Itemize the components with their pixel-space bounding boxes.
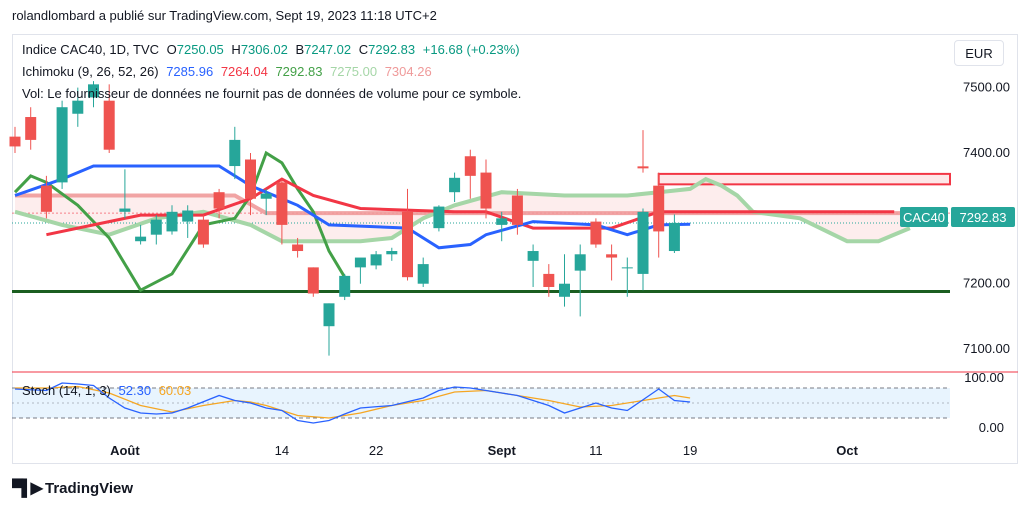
y-tick-label: 7500.00 <box>963 80 1010 95</box>
candle-body <box>245 159 256 199</box>
candle-body <box>260 193 272 199</box>
candle-body <box>590 221 602 245</box>
candle-body <box>496 218 508 225</box>
ichimoku-kijun-value: 7264.04 <box>220 64 268 79</box>
legend-symbol[interactable]: Indice CAC40, 1D, TVC <box>22 42 160 57</box>
stoch-tick-label: 100.00 <box>964 370 1004 385</box>
ichimoku-label[interactable]: Ichimoku (9, 26, 52, 26) <box>22 64 159 79</box>
legend-volume: Vol: Le fournisseur de données ne fourni… <box>22 86 522 101</box>
chart-frame[interactable] <box>12 34 1018 464</box>
candle-body <box>464 156 476 176</box>
candle-body <box>653 185 665 232</box>
candle-body <box>307 267 319 294</box>
x-tick-label: 14 <box>275 443 289 458</box>
candle-body <box>197 219 209 245</box>
stoch-k-line <box>14 382 691 424</box>
candle-body <box>574 254 586 271</box>
candle-body <box>370 254 382 266</box>
candle-body <box>150 219 162 235</box>
candle-body <box>40 185 52 212</box>
candle-body <box>339 275 351 297</box>
y-tick-label: 7200.00 <box>963 276 1010 291</box>
legend-low: 7247.02 <box>304 42 352 57</box>
candle-body <box>511 195 523 225</box>
x-tick-label: Août <box>110 443 140 458</box>
candle-body <box>433 206 445 229</box>
legend-ichimoku: Ichimoku (9, 26, 52, 26) 7285.96 7264.04… <box>22 64 436 79</box>
legend-c-label: C <box>358 42 369 57</box>
tradingview-logo-icon: ⁠▀▌▶ <box>12 480 43 497</box>
y-tick-label: 7100.00 <box>963 341 1010 356</box>
last-price-tag: 7292.83 <box>951 207 1015 227</box>
lagging-span-line <box>13 150 346 293</box>
legend-o-label: O <box>166 42 177 57</box>
candle-body <box>276 182 288 225</box>
symbol-price-tag: CAC40 <box>900 207 948 227</box>
stoch-d-value: 60.03 <box>158 383 192 398</box>
candle-body <box>386 251 398 255</box>
candle-body <box>621 267 633 269</box>
ichimoku-cloud <box>15 179 910 242</box>
candle-body <box>402 211 413 278</box>
y-tick-label: 7400.00 <box>963 145 1010 160</box>
tradingview-brand[interactable]: ⁠▀▌▶ TradingView <box>12 478 133 498</box>
x-tick-label: Sept <box>488 443 517 458</box>
currency-button[interactable]: EUR <box>954 40 1004 66</box>
candle-body <box>103 100 115 150</box>
candle-body <box>637 211 649 274</box>
x-tick-label: Oct <box>836 443 858 458</box>
candle-body <box>668 222 680 252</box>
candle-body <box>88 84 99 98</box>
legend-high: 7306.02 <box>240 42 288 57</box>
tenkan-line <box>14 164 691 250</box>
ichimoku-span-a-value: 7275.00 <box>330 64 378 79</box>
candle-body <box>543 273 555 287</box>
legend-b-label: B <box>295 42 305 57</box>
candle-body <box>606 254 618 258</box>
legend-h-label: H <box>231 42 241 57</box>
candle-body <box>166 211 178 232</box>
ichimoku-tenkan-value: 7285.96 <box>166 64 214 79</box>
stoch-tick-label: 0.00 <box>979 420 1004 435</box>
publish-caption: rolandlombard a publié sur TradingView.c… <box>12 8 437 23</box>
stoch-label[interactable]: Stoch (14, 1, 3) <box>22 383 111 398</box>
candle-body <box>135 236 147 242</box>
candle-body <box>480 172 492 209</box>
candle-body <box>213 192 225 209</box>
brand-name: TradingView <box>44 479 134 497</box>
ichimoku-span-b-value: 7304.26 <box>384 64 432 79</box>
candle-body <box>229 139 241 167</box>
candle-body <box>9 136 21 147</box>
candle-body <box>527 251 539 261</box>
stoch-k-value: 52.30 <box>118 383 152 398</box>
candle-body <box>354 257 366 268</box>
candle-body <box>417 264 429 284</box>
candle-body <box>323 303 335 327</box>
x-tick-label: 11 <box>589 443 603 458</box>
legend-open: 7250.05 <box>176 42 224 57</box>
candle-body <box>559 283 570 297</box>
candle-body <box>182 210 194 222</box>
candle-body <box>449 177 461 193</box>
legend-close: 7292.83 <box>368 42 416 57</box>
candle-body <box>25 117 37 140</box>
x-tick-label: 22 <box>369 443 383 458</box>
candle-body <box>56 107 68 183</box>
x-tick-label: 19 <box>683 443 697 458</box>
legend-change: +16.68 (+0.23%) <box>422 42 520 57</box>
legend-stoch: Stoch (14, 1, 3) 52.30 60.03 <box>22 383 195 398</box>
candle-body <box>119 208 131 212</box>
ichimoku-lagging-value: 7292.83 <box>275 64 323 79</box>
candle-body <box>72 100 84 114</box>
legend-ohlc: Indice CAC40, 1D, TVC O7250.05 H7306.02 … <box>22 42 524 57</box>
candle-body <box>292 244 304 252</box>
